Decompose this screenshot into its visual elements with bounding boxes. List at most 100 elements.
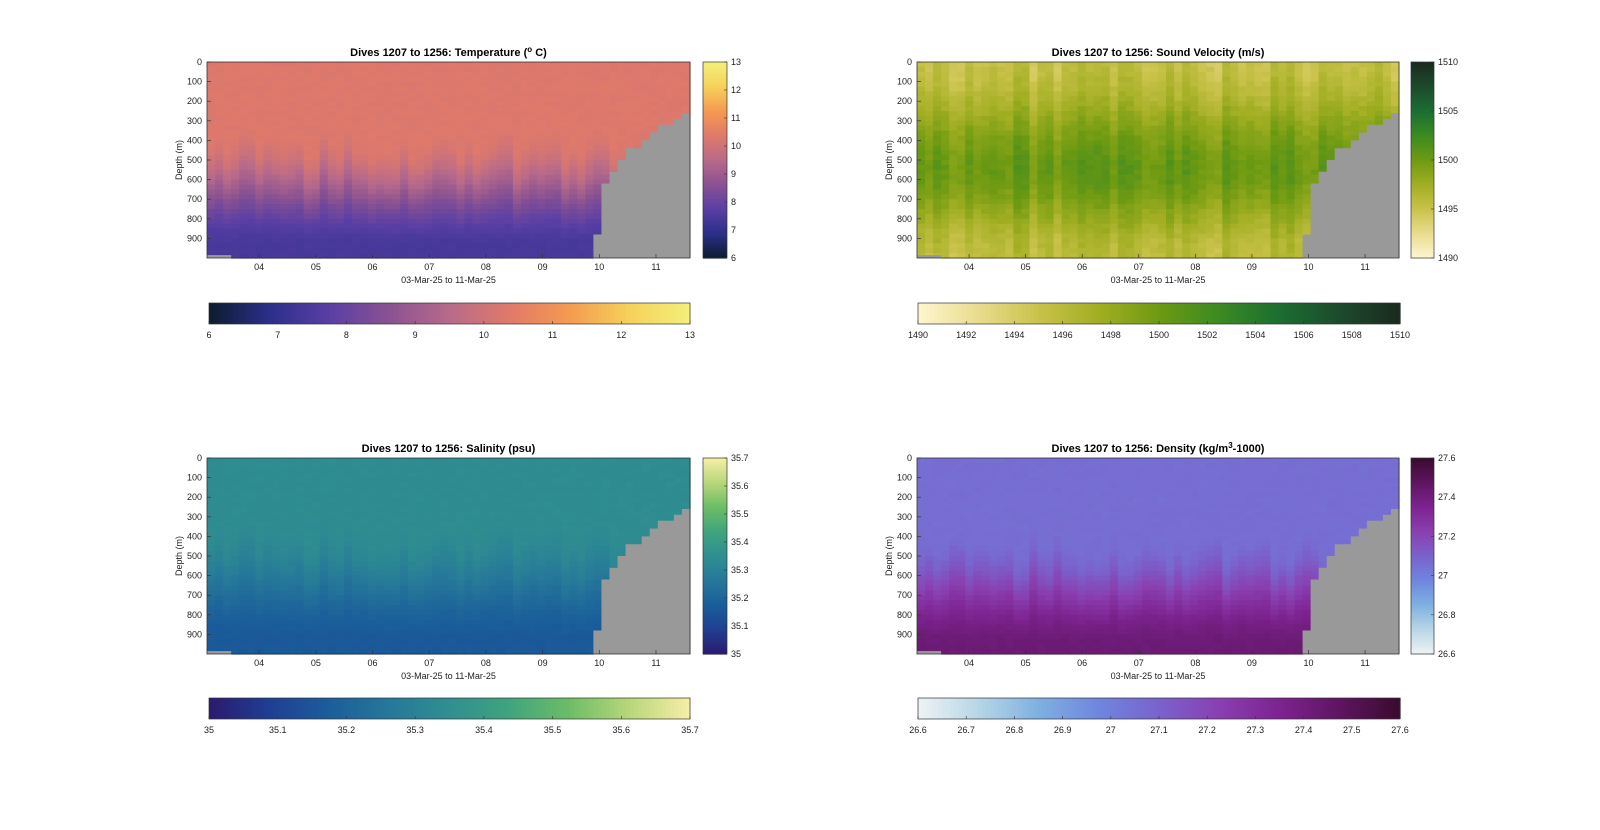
heatmap-cell (585, 96, 594, 102)
heatmap-cell (1222, 106, 1231, 112)
heatmap-cell (1045, 184, 1055, 190)
heatmap-cell (1125, 209, 1135, 215)
heatmap-cell (1222, 243, 1231, 249)
heatmap-cell (1045, 111, 1055, 117)
heatmap-cell (569, 115, 578, 122)
heatmap-cell (529, 140, 538, 146)
heatmap-cell (1101, 135, 1111, 141)
heatmap-cell (1013, 101, 1023, 107)
heatmap-cell (223, 145, 232, 151)
heatmap-cell (432, 145, 442, 151)
heatmap-cell (1198, 81, 1207, 88)
colorbar-segment (1411, 231, 1434, 235)
heatmap-cell (1214, 223, 1223, 230)
heatmap-cell (649, 111, 659, 117)
heatmap-cell (1029, 125, 1039, 132)
heatmap-cell (392, 125, 401, 132)
heatmap-cell (1174, 160, 1183, 166)
heatmap-cell (1093, 81, 1103, 88)
heatmap-cell (456, 228, 466, 235)
heatmap-cell (593, 174, 603, 181)
heatmap-cell (271, 76, 281, 83)
heatmap-cell (215, 482, 224, 488)
heatmap-cell (464, 155, 474, 161)
heatmap-cell (981, 179, 990, 186)
heatmap-cell (1294, 164, 1304, 171)
heatmap-cell (553, 174, 562, 181)
heatmap-cell (529, 238, 538, 244)
heatmap-cell (512, 71, 522, 78)
heatmap-cell (1093, 164, 1103, 171)
heatmap-cell (504, 91, 514, 97)
heatmap-cell (207, 248, 216, 254)
heatmap-cell (392, 145, 401, 151)
heatmap-cell (529, 111, 538, 117)
heatmap-cell (1149, 164, 1159, 171)
heatmap-cell (480, 62, 490, 68)
heatmap-cell (311, 91, 321, 97)
heatmap-cell (295, 62, 305, 68)
heatmap-cell (973, 96, 982, 102)
heatmap-cell (1294, 179, 1304, 186)
heatmap-cell (981, 189, 990, 195)
y-axis-label: Depth (m) (174, 140, 184, 180)
heatmap-cell (295, 184, 305, 190)
heatmap-cell (1053, 145, 1063, 151)
heatmap-cell (384, 213, 393, 220)
colorbar-tick-label: 13 (685, 330, 695, 340)
heatmap-cell (1230, 140, 1239, 146)
colorbar-segment (669, 303, 675, 324)
heatmap-cell (1254, 62, 1264, 68)
heatmap-cell (1206, 228, 1215, 235)
heatmap-cell (1222, 223, 1231, 230)
heatmap-cell (327, 150, 337, 156)
colorbar-segment (1287, 303, 1293, 324)
heatmap-cell (343, 135, 353, 141)
heatmap-cell (416, 120, 425, 127)
heatmap-cell (384, 106, 393, 112)
heatmap-cell (384, 101, 393, 107)
heatmap-cell (207, 174, 216, 181)
heatmap-cell (223, 213, 232, 220)
heatmap-cell (625, 76, 635, 83)
heatmap-cell (981, 164, 990, 171)
heatmap-cell (287, 243, 297, 249)
heatmap-cell (553, 169, 562, 176)
heatmap-cell (1166, 164, 1175, 171)
colorbar-segment (938, 303, 943, 324)
heatmap-cell (1166, 125, 1175, 132)
heatmap-cell (1053, 174, 1063, 181)
heatmap-cell (255, 179, 264, 186)
heatmap-cell (376, 233, 385, 239)
heatmap-cell (392, 174, 401, 181)
heatmap-cell (593, 115, 603, 122)
heatmap-cell (1278, 145, 1288, 151)
heatmap-cell (933, 228, 942, 235)
heatmap-cell (609, 164, 619, 171)
heatmap-cell (424, 228, 433, 235)
heatmap-cell (1182, 218, 1191, 225)
heatmap-cell (512, 199, 522, 205)
heatmap-cell (512, 150, 522, 156)
heatmap-cell (1302, 106, 1312, 112)
heatmap-cell (279, 160, 289, 166)
heatmap-cell (271, 71, 281, 78)
heatmap-cell (448, 111, 458, 117)
heatmap-cell (1254, 111, 1264, 117)
heatmap-cell (255, 160, 264, 166)
heatmap-cell (1254, 174, 1264, 181)
heatmap-cell (593, 66, 603, 73)
heatmap-cell (231, 194, 240, 200)
heatmap-cell (577, 76, 586, 83)
heatmap-cell (1085, 174, 1095, 181)
heatmap-cell (207, 160, 216, 166)
heatmap-cell (1069, 86, 1079, 92)
heatmap-cell (1270, 115, 1280, 122)
heatmap-cell (609, 86, 619, 92)
heatmap-cell (1125, 248, 1135, 254)
heatmap-cell (255, 130, 264, 137)
heatmap-cell (400, 248, 409, 254)
heatmap-cell (263, 111, 272, 117)
heatmap-cell (1133, 160, 1143, 166)
heatmap-cell (1045, 223, 1055, 230)
